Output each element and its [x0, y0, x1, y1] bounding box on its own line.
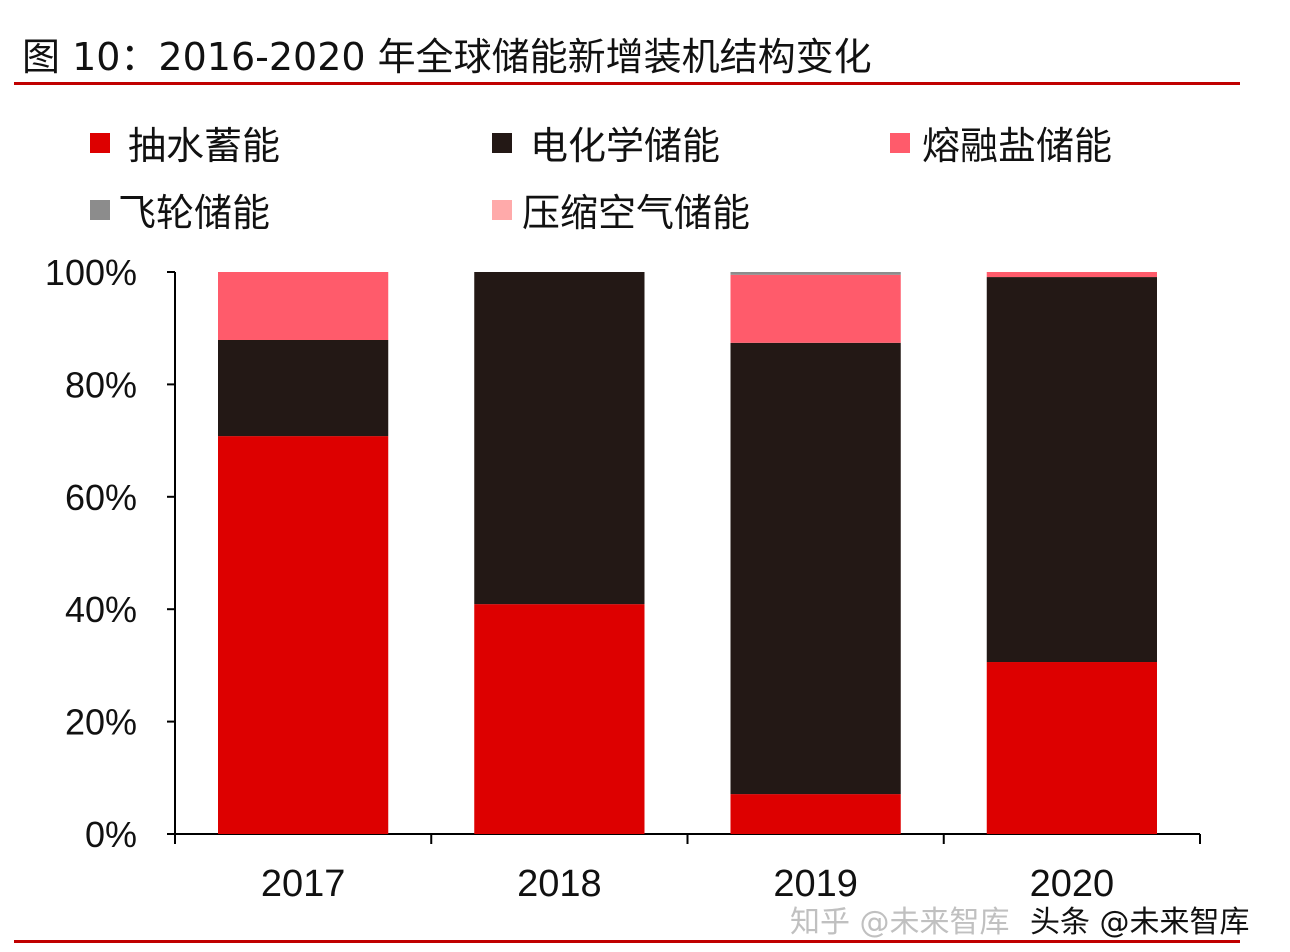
- bar-segment-2020-0: [986, 662, 1157, 834]
- y-tick-label: 40%: [65, 589, 137, 630]
- legend-item-pumped-hydro: 抽水蓄能: [90, 115, 280, 170]
- y-tick-label: 20%: [65, 702, 137, 743]
- bar-segment-2020-1: [986, 277, 1157, 663]
- legend-swatch: [90, 132, 110, 153]
- x-tick-label: 2018: [517, 863, 602, 905]
- chart-title: 图 10：2016-2020 年全球储能新增装机结构变化: [22, 35, 872, 79]
- legend-swatch: [492, 132, 512, 153]
- x-tick-label: 2020: [1030, 863, 1115, 905]
- legend-label: 熔融盐储能: [922, 124, 1113, 168]
- bar-segment-2019-0: [730, 794, 901, 834]
- bar-segment-2020-2: [986, 272, 1157, 278]
- bar-segment-2018-0: [474, 604, 645, 834]
- bar-segment-2019-1: [730, 342, 901, 795]
- legend-label: 压缩空气储能: [522, 191, 751, 235]
- bar-segment-2017-0: [218, 436, 389, 834]
- bar-segment-2018-1: [474, 272, 645, 605]
- bottom-rule: [14, 940, 1240, 943]
- legend-item-flywheel: 飞轮储能: [90, 182, 270, 237]
- y-tick-label: 60%: [65, 477, 137, 518]
- bar-segment-2019-3: [730, 272, 901, 275]
- legend-label: 电化学储能: [530, 124, 721, 168]
- legend-item-molten-salt: 熔融盐储能: [890, 115, 1112, 170]
- y-tick-label: 100%: [45, 252, 137, 293]
- watermark-toutiao: 头条 @未来智库: [1030, 905, 1250, 940]
- bar-segment-2017-2: [218, 272, 389, 341]
- legend-label: 飞轮储能: [118, 191, 271, 235]
- legend-item-compressed-air: 压缩空气储能: [492, 182, 750, 237]
- y-tick-label: 0%: [85, 814, 137, 855]
- legend-swatch: [492, 199, 512, 220]
- bar-segment-2019-2: [730, 274, 901, 343]
- legend-swatch: [890, 132, 910, 153]
- x-tick-label: 2017: [261, 863, 346, 905]
- legend-label: 抽水蓄能: [128, 124, 281, 168]
- legend-item-electrochemical: 电化学储能: [492, 115, 720, 170]
- y-tick-label: 80%: [65, 364, 137, 405]
- title-rule: [14, 82, 1240, 85]
- bar-segment-2017-1: [218, 340, 389, 437]
- legend-swatch: [90, 199, 110, 220]
- x-tick-label: 2019: [773, 863, 858, 905]
- watermark-zhihu: 知乎 @未来智库: [790, 905, 1010, 940]
